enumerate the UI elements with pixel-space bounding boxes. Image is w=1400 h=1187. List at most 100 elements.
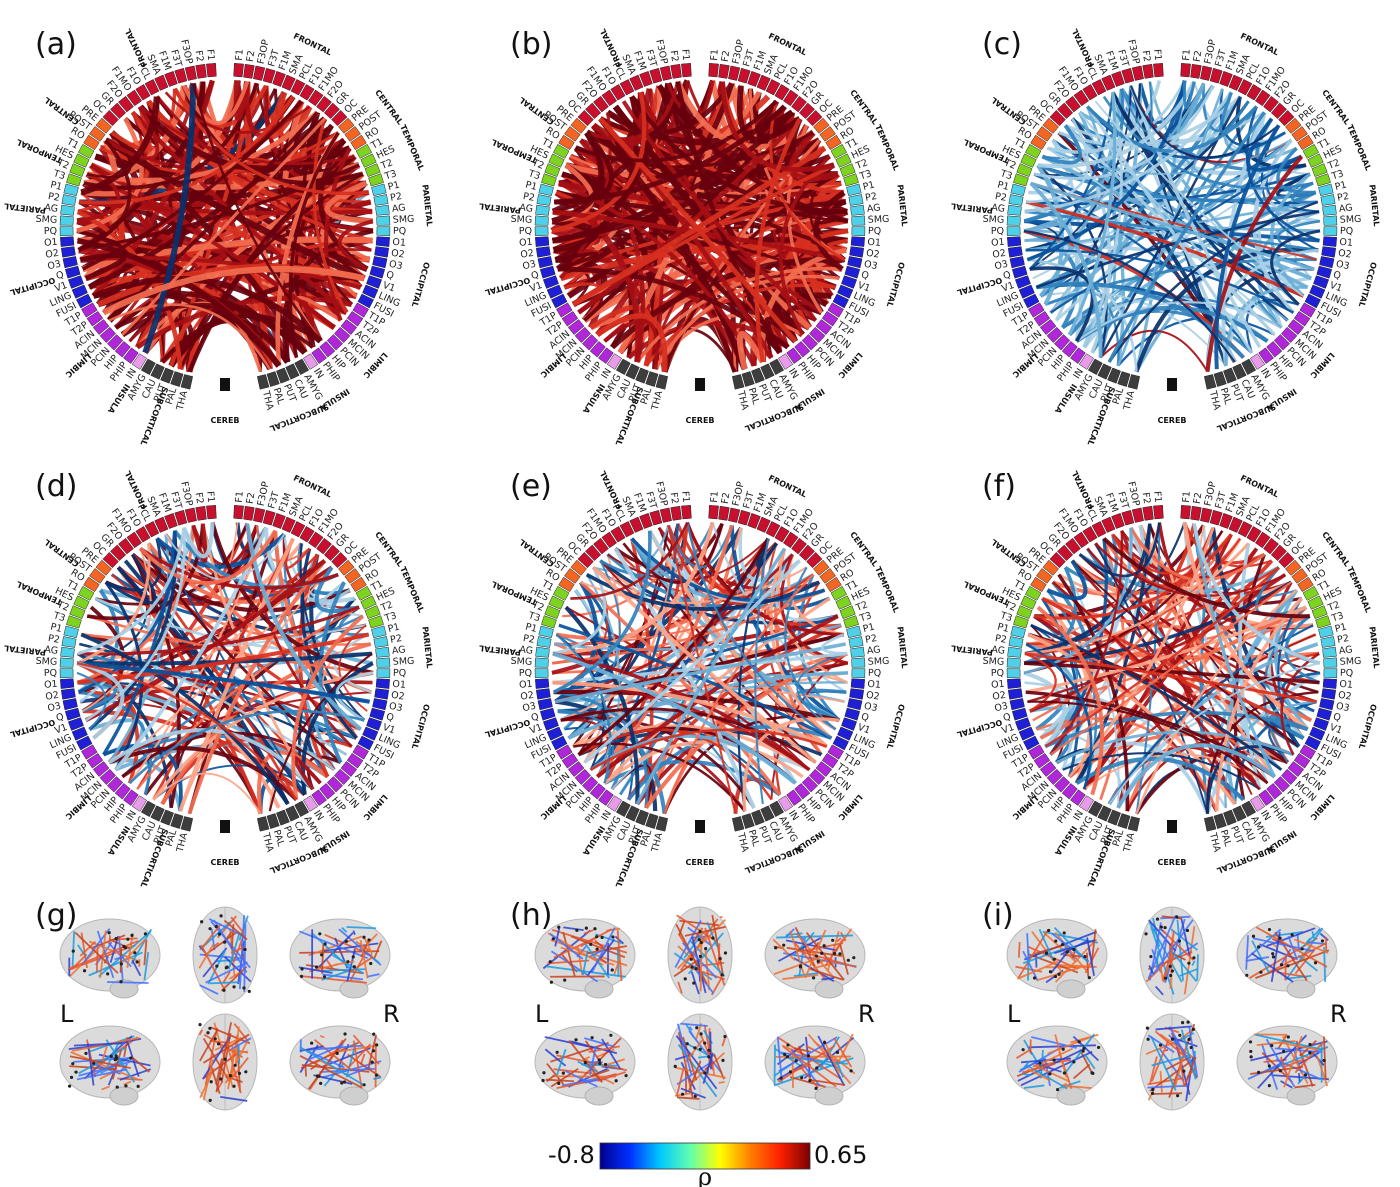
roi-node-segment [751,367,765,384]
roi-node-segment [1319,256,1335,269]
connection-edge [139,547,339,590]
roi-label: V1 [53,280,69,295]
connection-edge [1033,85,1215,180]
roi-label: V1 [53,722,69,737]
roi-node-segment [1023,293,1040,309]
roi-node-segment [570,117,587,134]
connection-edge [742,717,840,812]
connection-edge [142,171,364,355]
roi-node-segment [372,256,388,269]
roi-node-segment [1291,568,1308,584]
roi-label: PQ [519,226,532,237]
roi-node-segment [1073,531,1089,549]
roi-node-segment [1107,809,1121,826]
roi-node-segment [538,625,554,639]
roi-node-segment [59,657,74,668]
connection-edge [1026,172,1311,206]
roi-node-segment [801,776,819,793]
connection-edge [1064,111,1266,146]
connection-edge [135,295,353,350]
roi-label: O1 [1339,237,1353,249]
roi-node-segment [1304,293,1321,309]
roi-node-segment [541,173,557,187]
roi-label: SMG [510,656,532,668]
roi-node-segment [598,789,614,806]
connection-edge [1182,80,1196,109]
panel-label: (i) [982,898,1014,933]
roi-node-segment [92,761,110,777]
roi-label: T3 [857,610,873,624]
colorbar-max-label: 0.65 [814,1141,867,1169]
roi-label: T1 [1011,136,1028,152]
roi-label: THA [1121,831,1137,854]
roi-node-segment [371,625,387,639]
roi-node-segment [847,698,863,711]
brain-view [667,906,733,1004]
connection-edge [611,744,755,809]
connection-edge [108,303,271,370]
lobe-label: TEMPORAL [398,565,426,614]
roi-label: V1 [1328,722,1344,737]
lobe-label: OCCIPITAL [484,717,531,739]
connection-edge [312,118,348,314]
roi-node-segment [542,717,559,731]
roi-node-segment [346,753,364,769]
roi-label: P2 [47,633,61,646]
roi-node-segment [64,265,81,279]
connection-edge [110,111,151,152]
connection-edge [554,104,787,205]
roi-node-segment [635,809,649,826]
roi-node-segment [326,776,344,793]
lobe-label: FRONTAL [1070,27,1096,68]
roi-node-segment [546,726,563,741]
roi-node-segment [340,761,358,777]
roi-node-segment [850,204,865,216]
roi-node-segment [1180,62,1191,78]
roi-label: AG [866,202,881,214]
roi-node-segment [144,79,160,96]
connection-edge [555,633,611,784]
connection-edge [736,330,766,370]
connection-edge [1030,623,1283,771]
roi-node-segment [140,358,156,376]
roi-node-segment [1228,516,1243,533]
roi-node-segment [1287,319,1305,335]
roi-label: P2 [389,191,403,204]
roi-node-segment [1028,744,1045,760]
roi-node-segment [1281,326,1298,343]
connection-edge [257,750,329,814]
roi-node-segment [118,537,134,555]
roi-node-segment [126,89,142,107]
roi-label: T2 [379,599,395,614]
lobe-label: PARIETAL [420,184,434,227]
roi-node-segment [102,109,119,127]
roi-node-segment [1323,668,1338,679]
roi-node-segment [319,783,336,800]
cerebellum-node [220,820,230,833]
connection-edge [667,525,737,814]
connection-edge [560,716,756,809]
roi-label: F3T [1213,490,1228,510]
roi-node-segment [1307,595,1324,610]
roi-node-segment [1033,753,1051,769]
roi-label: F3OP [178,39,194,66]
roi-node-segment [567,319,585,335]
roi-node-segment [581,776,599,793]
roi-node-segment [769,800,785,818]
roi-node-segment [556,744,573,760]
panel-label: (c) [982,27,1022,62]
roi-label: T2 [530,157,546,172]
roi-node-segment [1018,726,1035,741]
connection-edge [1108,200,1319,363]
lobe-label: OCCIPITAL [885,261,907,308]
roi-node-segment [815,761,833,777]
cerebellum-node [695,378,705,391]
roi-label: P1 [1334,622,1348,636]
roi-node-segment [371,183,387,197]
roi-node-segment [561,753,579,769]
roi-label: O3 [994,259,1010,273]
roi-node-segment [535,204,550,216]
roi-node-segment [1006,678,1022,689]
left-hemisphere-label: L [60,1000,74,1028]
connection-edge [1192,523,1321,665]
